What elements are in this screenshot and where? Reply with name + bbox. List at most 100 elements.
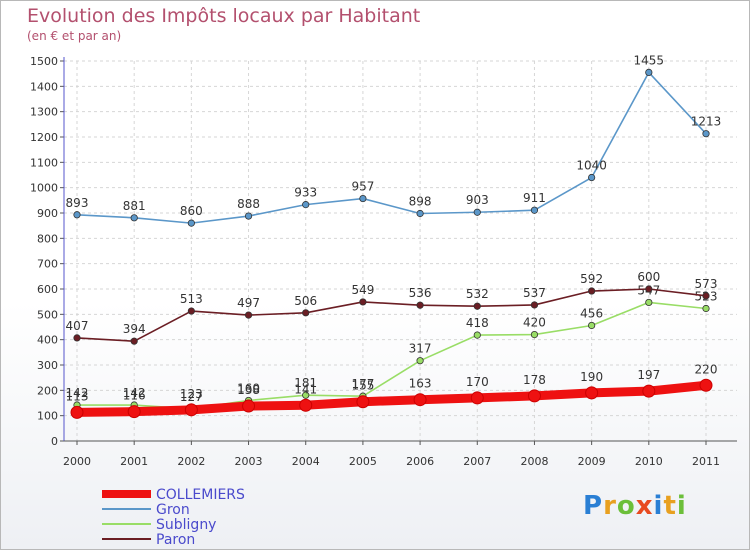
data-label: 537: [523, 286, 546, 300]
data-point: [127, 405, 141, 419]
data-label: 456: [580, 306, 603, 320]
data-point: [645, 298, 653, 307]
x-tick-label: 2011: [692, 455, 720, 468]
data-point: [359, 194, 367, 203]
data-label: 116: [123, 389, 146, 403]
data-point: [413, 393, 427, 407]
data-point: [302, 391, 310, 399]
legend-label: Subligny: [156, 517, 216, 533]
y-tick-label: 900: [37, 207, 58, 220]
data-label: 178: [523, 373, 546, 387]
data-label: 407: [66, 319, 89, 333]
data-label: 170: [466, 375, 489, 389]
data-point: [416, 209, 424, 218]
data-label: 138: [237, 383, 260, 397]
data-point: [530, 206, 539, 214]
y-tick-label: 100: [37, 410, 58, 423]
y-tick-label: 800: [37, 232, 58, 245]
y-tick-label: 1200: [30, 131, 58, 144]
x-tick-label: 2001: [120, 455, 148, 468]
data-label: 860: [180, 204, 203, 218]
data-point: [470, 391, 484, 405]
data-label: 418: [466, 316, 489, 330]
logo-letter: i: [653, 491, 664, 521]
y-tick-label: 1400: [30, 80, 58, 93]
x-tick-label: 2010: [635, 455, 663, 468]
y-tick-label: 600: [37, 283, 58, 296]
data-label: 1455: [634, 53, 665, 67]
x-tick-label: 2007: [463, 455, 491, 468]
legend-label: COLLEMIERS: [156, 487, 245, 503]
data-point: [73, 334, 81, 342]
data-label: 163: [409, 377, 432, 391]
data-point: [530, 301, 539, 309]
data-label: 127: [180, 390, 203, 404]
data-point: [473, 302, 481, 310]
data-point: [588, 321, 596, 330]
data-label: 160: [237, 381, 260, 395]
data-label: 903: [466, 193, 489, 207]
y-tick-label: 700: [37, 258, 58, 271]
data-point: [244, 311, 253, 319]
data-point: [585, 386, 599, 400]
data-label: 573: [695, 277, 718, 291]
data-label: 592: [580, 272, 603, 286]
data-label: 220: [695, 362, 718, 376]
data-point: [242, 399, 256, 413]
data-label: 197: [637, 368, 660, 382]
data-point: [645, 68, 653, 77]
legend-label: Paron: [156, 532, 195, 548]
data-label: 600: [637, 270, 660, 284]
data-label: 190: [580, 370, 603, 384]
data-label: 893: [66, 196, 89, 210]
logo-letter: i: [676, 491, 687, 521]
y-tick-label: 1000: [30, 182, 58, 195]
data-point: [642, 384, 656, 398]
data-point: [187, 307, 195, 315]
y-tick-label: 300: [37, 359, 58, 372]
data-label: 181: [294, 376, 317, 390]
data-point: [356, 395, 370, 409]
data-label: 506: [294, 294, 317, 308]
data-point: [588, 287, 596, 295]
y-tick-label: 400: [37, 334, 58, 347]
y-tick-label: 1500: [30, 55, 58, 68]
series-line-gron: [76, 71, 707, 224]
data-label: 1040: [576, 159, 607, 173]
data-point: [530, 330, 539, 339]
data-point: [70, 405, 84, 419]
logo-letter: x: [635, 491, 654, 521]
series-line-paron: [76, 288, 707, 342]
data-label: 142: [123, 386, 146, 400]
data-label: 141: [294, 382, 317, 396]
data-point: [699, 378, 713, 392]
data-point: [473, 331, 481, 339]
data-label: 911: [523, 191, 546, 205]
data-label: 898: [409, 195, 432, 209]
data-label: 317: [409, 342, 432, 356]
data-point: [244, 212, 253, 220]
x-tick-label: 2004: [292, 455, 320, 468]
data-label: 497: [237, 296, 260, 310]
y-tick-label: 0: [51, 435, 58, 448]
data-label: 177: [351, 377, 374, 391]
legend-label: Gron: [156, 502, 190, 518]
x-tick-label: 2009: [578, 455, 606, 468]
data-label: 513: [180, 292, 203, 306]
data-label: 536: [409, 286, 432, 300]
data-point: [299, 398, 313, 412]
x-tick-label: 2008: [520, 455, 548, 468]
data-label: 113: [66, 389, 89, 403]
data-point: [702, 304, 710, 313]
y-tick-label: 1100: [30, 156, 58, 169]
data-point: [645, 285, 653, 293]
y-tick-label: 1300: [30, 106, 58, 119]
data-label: 933: [294, 186, 317, 200]
data-point: [187, 219, 195, 227]
series-line-collemiers: [72, 380, 711, 417]
data-point: [184, 403, 198, 417]
data-point: [130, 337, 138, 345]
data-label: 123: [180, 387, 203, 401]
